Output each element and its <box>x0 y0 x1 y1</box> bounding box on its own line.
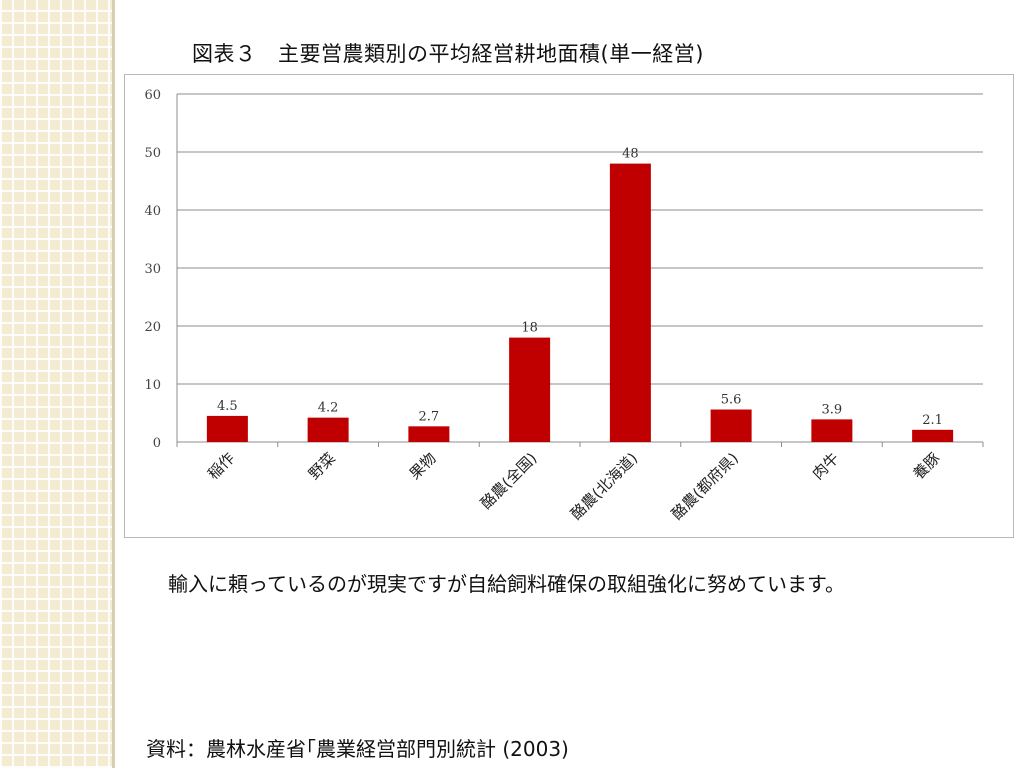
data-label: 2.1 <box>922 413 943 428</box>
y-tick-label: 0 <box>153 436 161 451</box>
decorative-side-pattern <box>0 0 112 768</box>
bar <box>206 415 248 442</box>
data-label: 3.9 <box>822 402 843 417</box>
bar <box>509 337 551 442</box>
data-label: 18 <box>521 321 538 336</box>
data-label: 4.5 <box>217 399 238 414</box>
category-label: 肉牛 <box>809 449 843 483</box>
y-tick-label: 60 <box>144 88 161 103</box>
data-label: 48 <box>622 147 639 162</box>
y-tick-label: 10 <box>144 378 161 393</box>
data-label: 5.6 <box>721 393 742 408</box>
category-label: 野菜 <box>305 449 339 483</box>
category-label: 酪農(都府県) <box>668 449 742 523</box>
bar <box>408 426 450 442</box>
source-note: 資料：農林水産省｢農業経営部門別統計 (2003) <box>146 737 569 761</box>
y-tick-label: 40 <box>144 204 161 219</box>
chart-canvas: 0 10 20 30 40 50 60 4.5 稲作 4.2 野菜 2.7 果物 18 酪農(全国) 48 酪農… <box>144 88 984 523</box>
category-label: 果物 <box>406 449 440 483</box>
y-tick-label: 20 <box>144 320 161 335</box>
y-tick-label: 30 <box>144 262 161 277</box>
category-label: 酪農(北海道) <box>567 449 641 523</box>
data-label: 4.2 <box>318 401 339 416</box>
side-pattern-border <box>112 0 115 768</box>
bar <box>811 419 853 442</box>
body-text: 輸入に頼っているのが現実ですが自給飼料確保の取組強化に努めています。 <box>168 572 845 596</box>
slide-title: 図表３ 主要営農類別の平均経営耕地面積(単一経営) <box>192 42 704 66</box>
bar <box>912 429 954 442</box>
bar <box>307 417 349 442</box>
bar <box>710 409 752 442</box>
y-tick-label: 50 <box>144 146 161 161</box>
bar-chart: 0 10 20 30 40 50 60 4.5 稲作 4.2 野菜 2.7 果物 18 酪農(全国) 48 酪農… <box>124 74 1014 538</box>
category-label: 酪農(全国) <box>477 449 540 512</box>
data-label: 2.7 <box>419 409 440 424</box>
bar <box>609 163 651 442</box>
category-label: 稲作 <box>204 449 238 483</box>
category-label: 養豚 <box>910 449 944 483</box>
